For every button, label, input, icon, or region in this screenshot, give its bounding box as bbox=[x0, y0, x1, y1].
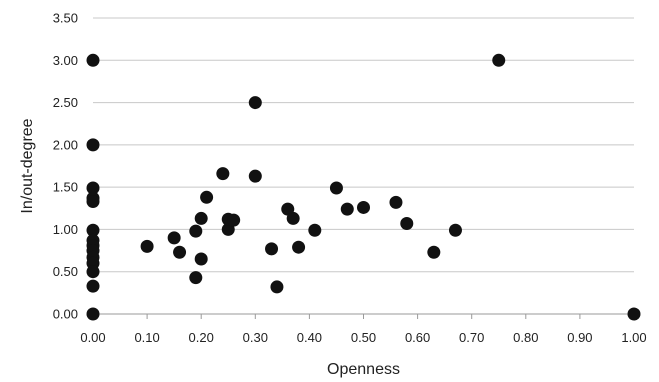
gridlines bbox=[93, 17, 634, 273]
data-point-0-14 bbox=[140, 239, 154, 253]
data-point-0-2 bbox=[86, 181, 100, 195]
data-point-0-34 bbox=[329, 181, 343, 195]
data-point-0-1 bbox=[86, 138, 100, 152]
data-point-0-26 bbox=[248, 169, 262, 183]
x-tick-label: 0.20 bbox=[189, 330, 214, 345]
data-point-0-31 bbox=[286, 211, 300, 225]
data-point-0-4 bbox=[86, 195, 100, 209]
data-point-0-32 bbox=[292, 240, 306, 254]
data-point-0-37 bbox=[389, 195, 403, 209]
x-axis-title: Openness bbox=[327, 361, 400, 378]
y-tick-label: 1.50 bbox=[53, 180, 78, 195]
data-point-0-38 bbox=[400, 217, 414, 231]
y-tick-label: 1.00 bbox=[53, 222, 78, 237]
data-point-0-20 bbox=[194, 211, 208, 225]
data-point-0-22 bbox=[216, 167, 230, 181]
x-tick-label: 0.90 bbox=[567, 330, 592, 345]
y-axis-title: In/out-degree bbox=[19, 118, 36, 213]
data-point-0-39 bbox=[427, 245, 441, 259]
data-point-0-28 bbox=[265, 242, 279, 256]
data-point-0-35 bbox=[340, 202, 354, 216]
y-tick-label: 3.00 bbox=[53, 53, 78, 68]
x-tick-label: 0.70 bbox=[459, 330, 484, 345]
data-point-0-0 bbox=[86, 53, 100, 67]
x-tick-label: 0.50 bbox=[351, 330, 376, 345]
x-tick-label: 0.60 bbox=[405, 330, 430, 345]
data-point-0-17 bbox=[189, 224, 203, 238]
data-point-0-25 bbox=[227, 213, 241, 227]
data-point-0-41 bbox=[492, 53, 506, 67]
data-point-0-5 bbox=[86, 223, 100, 237]
y-axis-ticks: 0.00 0.50 1.00 1.50 2.00 2.50 3.00 3.50 bbox=[53, 11, 78, 322]
data-point-0-33 bbox=[308, 223, 322, 237]
data-point-0-13 bbox=[86, 307, 100, 321]
y-tick-label: 3.50 bbox=[53, 11, 78, 26]
data-point-0-36 bbox=[357, 200, 370, 214]
y-tick-label: 0.50 bbox=[53, 264, 78, 279]
x-tick-label: 0.00 bbox=[80, 330, 105, 345]
data-point-0-18 bbox=[189, 271, 203, 285]
y-tick-label: 2.00 bbox=[53, 137, 78, 152]
x-tick-label: 0.80 bbox=[513, 330, 538, 345]
data-point-0-42 bbox=[627, 307, 641, 321]
data-point-0-15 bbox=[167, 231, 181, 245]
x-tick-label: 0.40 bbox=[297, 330, 322, 345]
y-tick-label: 2.50 bbox=[53, 95, 78, 110]
x-tick-label: 1.00 bbox=[621, 330, 646, 345]
data-point-0-21 bbox=[200, 190, 214, 204]
data-point-0-16 bbox=[173, 245, 187, 259]
data-point-0-11 bbox=[86, 265, 100, 279]
data-point-0-40 bbox=[448, 223, 462, 237]
y-tick-label: 0.00 bbox=[53, 307, 78, 322]
x-tick-label: 0.10 bbox=[134, 330, 159, 345]
x-axis-ticks: 0.00 0.10 0.20 0.30 0.40 0.50 0.60 0.70 0.80 0.90… bbox=[80, 314, 647, 345]
data-points bbox=[86, 53, 641, 321]
data-point-0-19 bbox=[194, 252, 208, 266]
x-tick-label: 0.30 bbox=[243, 330, 268, 345]
data-point-0-12 bbox=[86, 279, 100, 293]
data-point-0-27 bbox=[248, 96, 262, 110]
data-point-0-29 bbox=[270, 280, 284, 294]
